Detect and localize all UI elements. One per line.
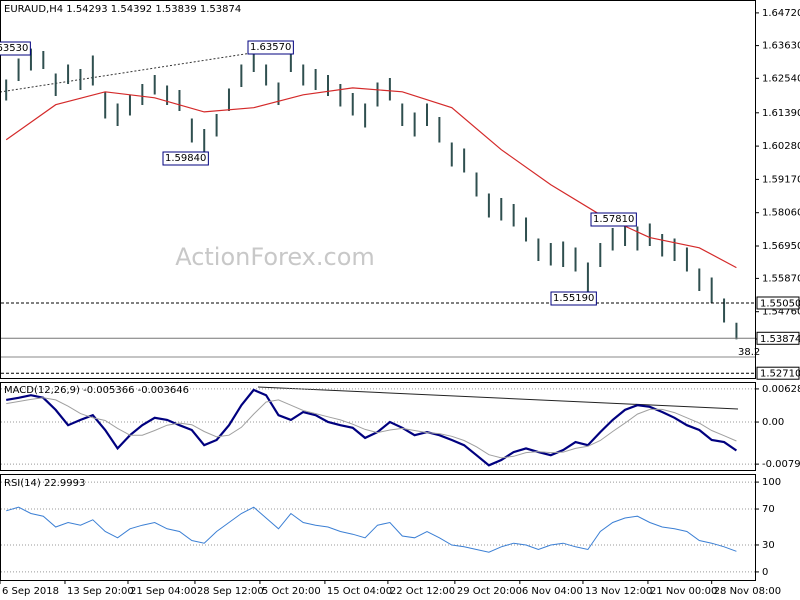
annotation: 38.2 <box>738 347 760 358</box>
x-tick-label: 6 Sep 2018 <box>2 586 59 597</box>
annotation: 1.63570 <box>250 42 291 53</box>
level-label: 1.55050 <box>760 299 800 310</box>
x-tick-label: 15 Oct 04:00 <box>327 586 392 597</box>
y-tick-label: 1.64720 <box>762 8 800 19</box>
x-tick-label: 29 Oct 20:00 <box>457 586 522 597</box>
signal-line <box>6 397 737 459</box>
y-tick-label: 1.61390 <box>762 108 800 119</box>
x-tick-label: 13 Nov 12:00 <box>585 586 652 597</box>
y-tick-label: 100 <box>762 477 781 488</box>
price-title: EURAUD,H4 1.54293 1.54392 1.53839 1.5387… <box>4 4 241 15</box>
annotation-box <box>550 291 597 306</box>
y-tick-label: 30 <box>762 540 775 551</box>
y-tick-label: 1.55870 <box>762 273 800 284</box>
x-tick-label: 21 Sep 04:00 <box>130 586 197 597</box>
annotation-box <box>590 212 637 227</box>
y-tick-label: 1.63630 <box>762 41 800 52</box>
x-tick-label: 6 Nov 04:00 <box>522 586 583 597</box>
y-tick-label: 0 <box>762 567 768 578</box>
y-tick-label: 0.00 <box>762 417 784 428</box>
x-tick-label: 28 Sep 12:00 <box>197 586 264 597</box>
annotation-box <box>247 40 294 55</box>
rsi-frame <box>0 474 756 581</box>
macd-title: MACD(12,26,9) -0.005366 -0.003646 <box>4 385 189 396</box>
price-frame <box>0 0 756 379</box>
y-tick-label: 1.58060 <box>762 208 800 219</box>
macd-line <box>6 388 738 467</box>
level-label-box <box>756 296 800 310</box>
y-tick-label: 1.62540 <box>762 73 800 84</box>
annotation: 1.63530 <box>0 43 28 54</box>
x-tick-label: 21 Nov 00:00 <box>650 586 717 597</box>
x-tick-label: 22 Oct 12:00 <box>390 586 455 597</box>
watermark: ActionForex.com <box>175 243 375 271</box>
level-label: 1.52710 <box>760 369 800 380</box>
annotation: 1.57810 <box>593 214 634 225</box>
macd-trend-line <box>257 386 739 410</box>
rsi-title: RSI(14) 22.9993 <box>4 478 85 489</box>
y-tick-label: 1.54760 <box>762 307 800 318</box>
macd-frame <box>0 382 756 471</box>
level-label-box <box>756 331 800 345</box>
x-tick-label: 5 Oct 20:00 <box>262 586 321 597</box>
level-label: 1.53874 <box>760 334 800 345</box>
plot-layer: 1.64720 1.63630 1.62540 1.61390 1.60280 1.591… <box>0 8 800 597</box>
rsi-line <box>6 506 737 553</box>
annotation: 1.55190 <box>553 293 594 304</box>
y-tick-label: 1.59170 <box>762 174 800 185</box>
level-label-box <box>756 366 800 380</box>
annotation-box <box>0 41 31 56</box>
y-tick-label: 1.56950 <box>762 241 800 252</box>
annotation: 1.59840 <box>165 153 206 164</box>
x-tick-label: 13 Sep 20:00 <box>67 586 134 597</box>
y-tick-label: 1.60280 <box>762 141 800 152</box>
y-tick-label: 70 <box>762 504 775 515</box>
trend-line <box>0 51 259 93</box>
annotation-box <box>162 151 209 166</box>
y-tick-label: -0.007985 <box>762 459 800 470</box>
x-tick-label: 28 Nov 08:00 <box>714 586 781 597</box>
y-tick-label: 0.006288 <box>762 384 800 395</box>
